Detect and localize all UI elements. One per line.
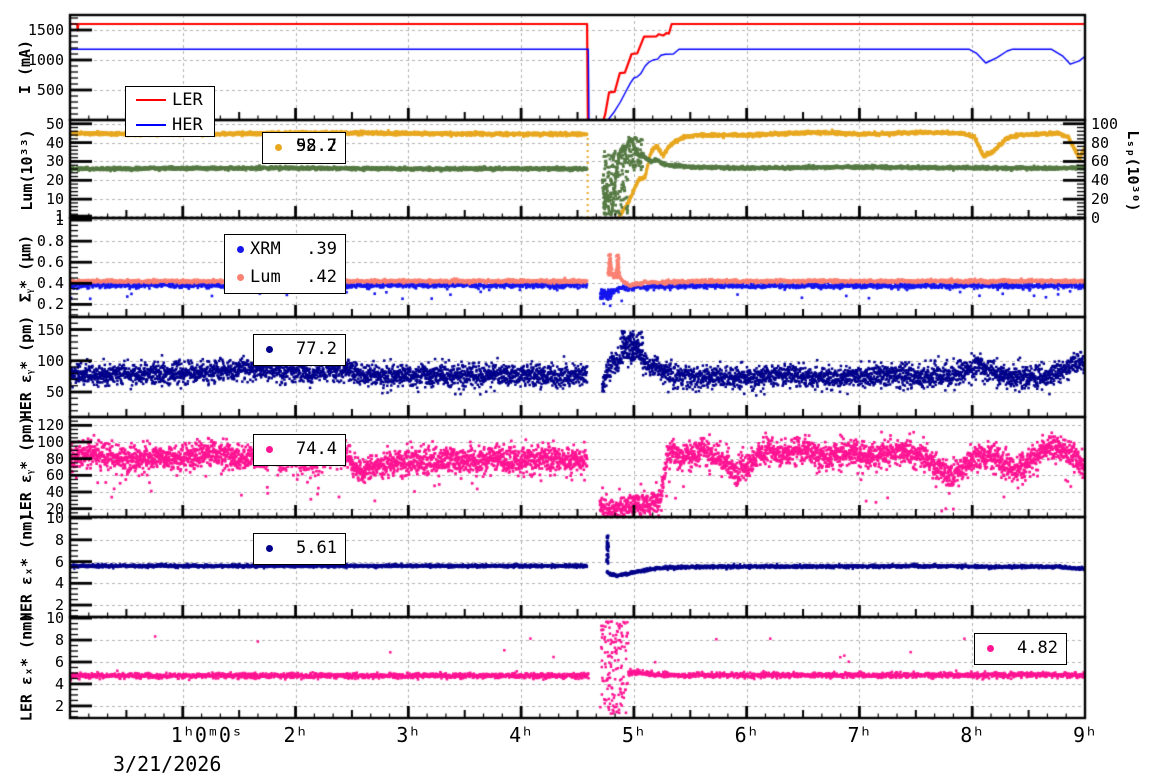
- ler-ey-dot-swatch: [266, 445, 273, 453]
- legend-value-xrm: .39: [306, 239, 337, 259]
- legend-label-lum-sigma: Lum: [250, 267, 281, 287]
- y-tick-label: 1: [54, 207, 64, 226]
- y-tick-label: 120: [36, 416, 64, 435]
- y-tick-label: 40: [45, 133, 64, 152]
- y-tick-label: 1500: [27, 21, 64, 39]
- y-tick-label: 30: [45, 152, 64, 171]
- y-tick-label: 20: [45, 499, 64, 518]
- legend-label-her: HER: [172, 114, 203, 135]
- y-tick-label: 0.4: [36, 274, 64, 293]
- legend-value-ler-ey: 74.4: [296, 439, 337, 459]
- legend-lum-values: 58.2 92.7: [288, 136, 337, 158]
- y-tick-label: 10: [45, 609, 64, 628]
- y-tick-label-right: 40: [1091, 171, 1110, 190]
- y-tick-label: 50: [45, 383, 64, 401]
- y-tick-label: 100: [36, 351, 64, 370]
- legend-lum-value-2: 92.7: [296, 136, 337, 156]
- lum-dot-swatch: [275, 143, 282, 151]
- y-tick-label: 10: [45, 509, 64, 528]
- ler-ex-dot-swatch: [987, 644, 994, 652]
- legend-label-ler: LER: [172, 89, 203, 110]
- y-tick-label: 0.8: [36, 232, 64, 251]
- legend-lum: 58.2 92.7: [262, 132, 346, 164]
- y-tick-label: 4: [54, 674, 64, 693]
- y-tick-label: 0.2: [36, 295, 64, 314]
- y-tick-label-right: 0: [1091, 209, 1101, 227]
- y-tick-label-right: 100: [1091, 114, 1119, 133]
- y-tick-label: 60: [45, 466, 64, 485]
- y-tick-label: 2: [54, 596, 64, 615]
- y-tick-label: 6: [54, 653, 64, 671]
- legend-label-xrm: XRM: [250, 239, 281, 259]
- ler-line-swatch: [136, 98, 166, 101]
- y-tick-label: 0.6: [36, 253, 64, 272]
- y-tick-label: 20: [45, 171, 64, 190]
- x-tick-label: 8ʰ: [960, 723, 985, 747]
- y-tick-label: 1: [54, 211, 64, 230]
- her-ex-dot-swatch: [266, 544, 273, 552]
- y-tick-label: 10: [45, 190, 64, 209]
- y-tick-label: 40: [45, 483, 64, 501]
- legend-her-ey: 77.2: [253, 334, 346, 366]
- date-label: 3/21/2026: [113, 752, 222, 776]
- y-tick-label-right: 60: [1091, 152, 1110, 171]
- legend-value-lum-sigma: .42: [306, 267, 337, 287]
- x-tick-label: 6ʰ: [734, 723, 759, 747]
- y-tick-label: 100: [36, 433, 64, 451]
- y-tick-label: 1000: [27, 51, 64, 69]
- y-tick-label: 150: [36, 320, 64, 339]
- legend-ler-ex: 4.82: [974, 633, 1067, 665]
- y-tick-label: 50: [45, 114, 64, 133]
- y-tick-label-right: 20: [1091, 190, 1110, 209]
- legend-value-her-ex: 5.61: [296, 538, 337, 558]
- y-tick-label: 6: [54, 552, 64, 571]
- x-tick-label: 3ʰ: [396, 723, 421, 747]
- her-ey-dot-swatch: [266, 345, 273, 353]
- y-tick-label: 4: [54, 574, 64, 593]
- xrm-dot-swatch: [237, 245, 244, 253]
- legend-current: LER HER: [125, 86, 215, 137]
- x-tick-label: 1ʰ0ᵐ0ˢ: [170, 723, 244, 747]
- legend-sigma: XRM .39 Lum .42: [224, 234, 346, 294]
- legend-value-ler-ex: 4.82: [1017, 638, 1058, 658]
- y-tick-label: 8: [54, 530, 64, 549]
- x-tick-label: 7ʰ: [847, 723, 872, 747]
- x-tick-label: 5ʰ: [621, 723, 646, 747]
- x-tick-label: 4ʰ: [509, 723, 534, 747]
- y-tick-label: 500: [36, 81, 64, 99]
- her-line-swatch: [136, 123, 166, 126]
- y-tick-label-right: 80: [1091, 133, 1110, 152]
- legend-her-ex: 5.61: [253, 533, 346, 565]
- legend-value-her-ey: 77.2: [296, 339, 337, 359]
- y-tick-label: 2: [54, 696, 64, 715]
- legend-lum-value-1: 58.2: [296, 136, 337, 156]
- lum-sigma-dot-swatch: [237, 273, 244, 281]
- legend-ler-ey: 74.4: [253, 434, 346, 466]
- x-tick-label: 9ʰ: [1073, 723, 1098, 747]
- y-tick-label: 80: [45, 449, 64, 468]
- y-tick-label: 8: [54, 631, 64, 650]
- x-tick-label: 2ʰ: [283, 723, 308, 747]
